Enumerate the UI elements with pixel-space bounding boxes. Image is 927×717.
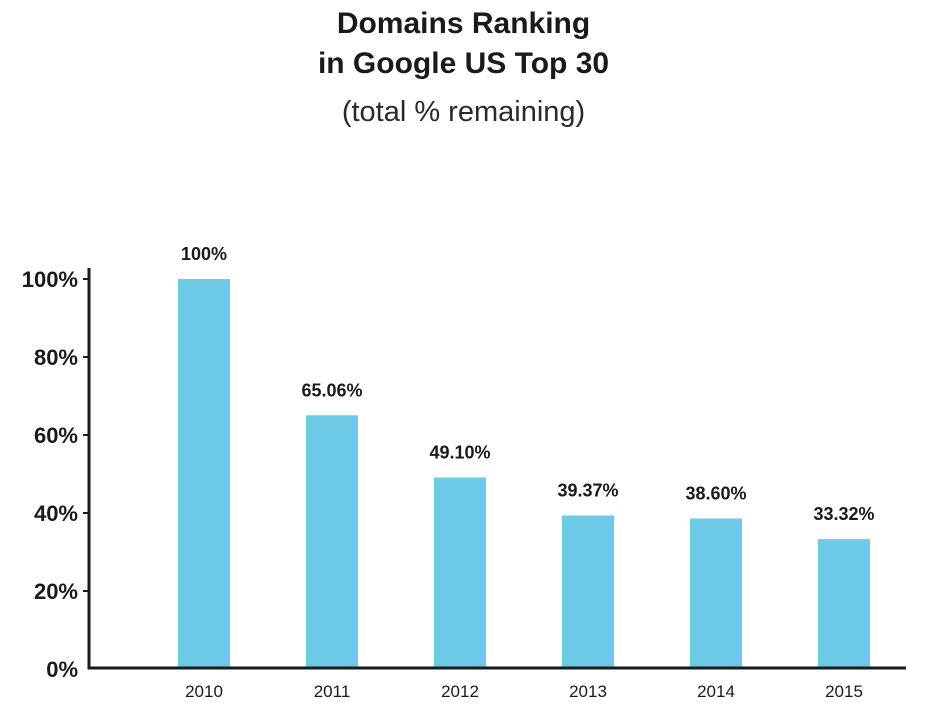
data-label-2013: 39.37% [557,480,618,500]
x-tick-label-2011: 2011 [314,682,351,701]
y-tick-label-0: 0% [46,657,78,682]
y-tick-label-60: 60% [34,423,78,448]
chart-title-line-2: in Google US Top 30 [317,47,610,80]
y-tick-label-20: 20% [34,579,78,604]
data-label-2012: 49.10% [429,443,490,463]
bar-2014 [690,518,742,669]
bar-2015 [818,539,870,669]
x-tick-label-2012: 2012 [441,682,479,701]
chart-title-line-1: Domains Ranking [336,7,591,40]
x-tick-label-2014: 2014 [697,682,735,701]
data-label-2010: 100% [181,244,227,264]
bar-2013 [562,515,614,669]
data-label-2015: 33.32% [813,504,874,524]
y-tick-label-100: 100% [22,267,78,292]
x-tick-label-2015: 2015 [825,682,863,701]
x-tick-label-2013: 2013 [569,682,607,701]
y-tick-label-80: 80% [34,345,78,370]
x-tick-label-2010: 2010 [185,682,223,701]
bar-2012 [434,477,486,669]
y-tick-label-40: 40% [34,501,78,526]
chart-subtitle: (total % remaining) [341,96,586,128]
data-label-2011: 65.06% [301,380,362,400]
bar-2010 [178,279,230,669]
data-label-2014: 38.60% [685,483,746,503]
bar-2011 [306,415,358,669]
